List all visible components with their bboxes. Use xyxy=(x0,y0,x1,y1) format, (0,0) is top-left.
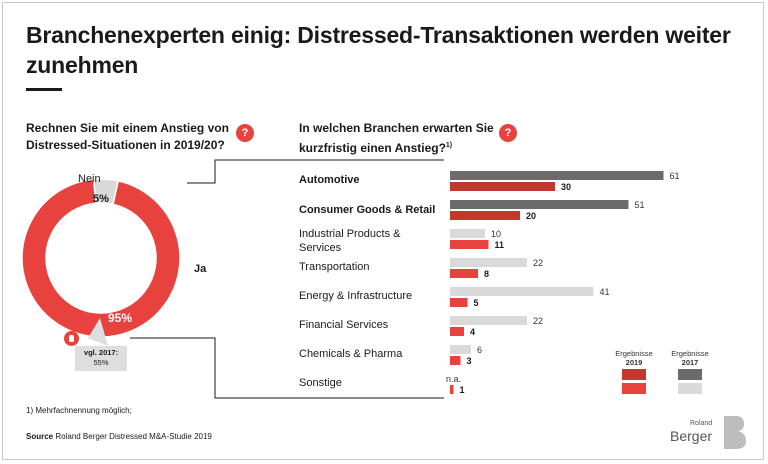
bar-2019-label-1: 20 xyxy=(526,211,536,221)
right-question-badge: ? xyxy=(499,124,517,142)
roland-berger-logo: Roland Berger xyxy=(670,414,748,452)
bar-2019-1 xyxy=(450,211,520,220)
bar-2019-label-0: 30 xyxy=(561,182,571,192)
bar-2019-label-4: 5 xyxy=(474,298,479,308)
category-label-7: Sonstige xyxy=(299,377,342,389)
category-label-6: Chemicals & Pharma xyxy=(299,348,403,360)
connector-bottom xyxy=(130,337,444,399)
category-label-1: Consumer Goods & Retail xyxy=(299,204,436,216)
bar-2019-5 xyxy=(450,327,464,336)
donut-slices xyxy=(21,178,181,346)
bar-2017-label-1: 51 xyxy=(635,200,645,210)
legend-2019-year: 2019 xyxy=(625,358,643,367)
logo-big-text: Berger xyxy=(670,428,713,444)
footnote: 1) Mehrfachnennung möglich; xyxy=(26,406,132,415)
donut-value-nein: 5% xyxy=(93,193,109,205)
bar-2019-label-3: 8 xyxy=(484,269,489,279)
legend-swatch-2017-dark xyxy=(678,369,702,380)
bar-2017-label-5: 22 xyxy=(533,316,543,326)
right-question-text: In welchen Branchen erwarten Sie kurzfri… xyxy=(299,121,494,155)
bar-2017-label-3: 22 xyxy=(533,258,543,268)
left-question: Rechnen Sie mit einem Anstieg von Distre… xyxy=(26,121,229,152)
bar-2017-2 xyxy=(450,229,485,238)
bar-2019-label-7: 1 xyxy=(460,385,465,395)
bar-2019-label-6: 3 xyxy=(467,356,472,366)
bar-2019-0 xyxy=(450,182,555,191)
bar-2017-label-4: 41 xyxy=(600,287,610,297)
bar-2019-2 xyxy=(450,240,489,249)
lightbulb-icon xyxy=(64,331,79,346)
connector-top xyxy=(187,159,444,184)
donut-label-ja: Ja xyxy=(194,263,207,275)
bar-2017-label-7: n.a. xyxy=(446,374,461,384)
right-question-footnote-mark: 1) xyxy=(445,142,453,149)
right-question: In welchen Branchen erwarten Sie kurzfri… xyxy=(299,120,504,157)
bar-2017-6 xyxy=(450,345,471,354)
legend-swatch-2017-light xyxy=(678,383,702,394)
logo-small-text: Roland xyxy=(690,420,713,427)
legend-label-2017: Ergebnisse 2017 xyxy=(670,349,710,367)
bar-2019-7 xyxy=(450,385,454,394)
bar-2017-1 xyxy=(450,200,629,209)
bar-2019-4 xyxy=(450,298,468,307)
donut-label-nein: Nein xyxy=(78,173,101,185)
bar-2017-label-2: 10 xyxy=(491,229,501,239)
bar-2017-0 xyxy=(450,171,664,180)
category-label-0: Automotive xyxy=(299,174,360,186)
callout-pointer xyxy=(88,318,108,346)
category-label-2: Industrial Products & xyxy=(299,228,401,240)
bar-2019-6 xyxy=(450,356,461,365)
title-underline xyxy=(26,88,62,91)
bar-2019-label-2: 11 xyxy=(495,240,505,250)
comparison-callout: vgl. 2017: 55% xyxy=(75,346,127,371)
source-line: Source Roland Berger Distressed M&A-Stud… xyxy=(26,432,212,441)
legend-2017-top: Ergebnisse xyxy=(671,349,709,358)
legend-label-2019: Ergebnisse 2019 xyxy=(614,349,654,367)
source-label: Source xyxy=(26,432,54,441)
bar-2019-3 xyxy=(450,269,478,278)
legend-swatch-2019-dark xyxy=(622,369,646,380)
category-label-3: Transportation xyxy=(299,261,370,273)
donut-slice-ja xyxy=(21,178,181,338)
callout-line2: 55% xyxy=(93,358,109,367)
infographic-frame xyxy=(2,2,764,460)
source-text: Roland Berger Distressed M&A-Studie 2019 xyxy=(55,432,212,441)
legend-swatch-2019-light xyxy=(622,383,646,394)
donut-value-ja: 95% xyxy=(108,311,133,325)
page-title: Branchenexperten einig: Distressed-Trans… xyxy=(26,22,731,78)
legend-2019-top: Ergebnisse xyxy=(615,349,653,358)
bar-2017-label-6: 6 xyxy=(477,345,482,355)
category-label-4: Energy & Infrastructure xyxy=(299,290,413,302)
bar-2019-label-5: 4 xyxy=(470,327,475,337)
left-question-badge: ? xyxy=(236,124,254,142)
category-label-5: Financial Services xyxy=(299,319,389,331)
bar-2017-3 xyxy=(450,258,527,267)
legend-2017-year: 2017 xyxy=(681,358,699,367)
category-label-2-line1: Services xyxy=(299,242,342,254)
connector-lines xyxy=(130,159,444,399)
logo-mark-icon xyxy=(724,416,746,449)
bar-2017-5 xyxy=(450,316,527,325)
bar-2017-4 xyxy=(450,287,594,296)
callout-line1: vgl. 2017: xyxy=(83,348,119,357)
bar-2017-label-0: 61 xyxy=(670,171,680,181)
